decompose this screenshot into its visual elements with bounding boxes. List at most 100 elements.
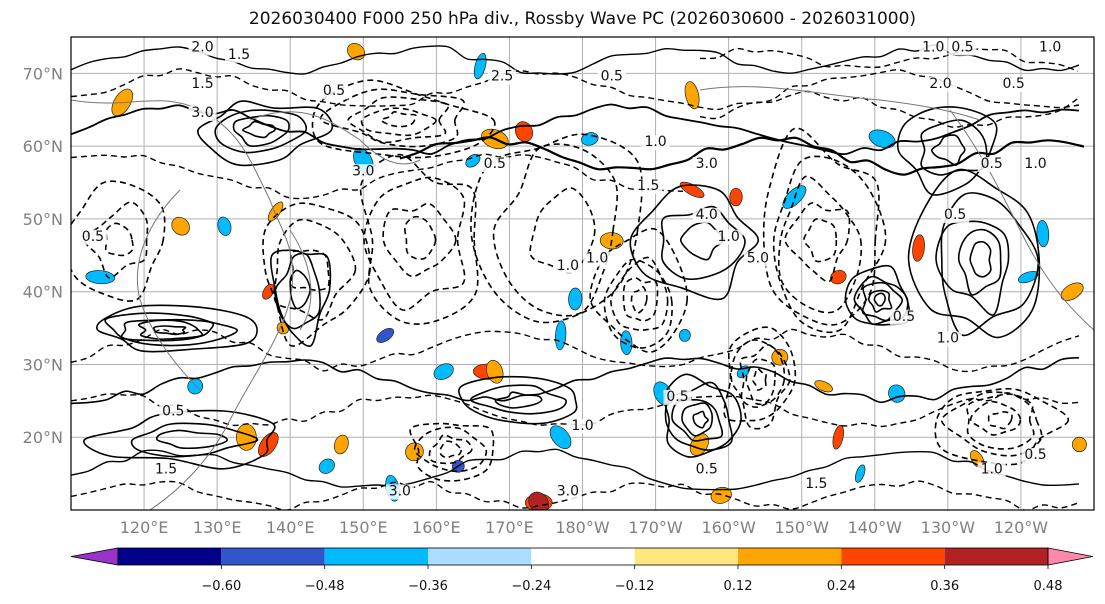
contour-dashed — [71, 328, 1080, 373]
contour-label: 0.5 — [944, 207, 966, 223]
shaded-feature — [187, 378, 204, 395]
contour-dashed — [347, 96, 450, 144]
contour-solid — [969, 240, 992, 278]
contour-solid — [95, 304, 258, 353]
contour-label-bg — [188, 106, 217, 122]
shaded-feature — [868, 129, 896, 149]
colorbar-bin — [531, 548, 635, 565]
contour-solid — [83, 409, 276, 470]
contour-dashed — [71, 153, 684, 200]
contour-label-bg — [480, 156, 509, 172]
contour-solid — [907, 168, 1041, 339]
lat-tick-label: 70°N — [23, 64, 63, 83]
lon-tick-label: 160°W — [701, 518, 756, 537]
contour-dashed — [360, 107, 437, 137]
lon-tick-label: 120°W — [994, 518, 1049, 537]
lon-tick-label: 140°W — [848, 518, 903, 537]
contour-label: 1.5 — [805, 476, 827, 492]
shaded-feature — [912, 234, 925, 262]
coastline-5 — [136, 189, 201, 391]
contour-dashed — [470, 133, 643, 324]
contour-dashed — [966, 393, 1035, 450]
lat-tick-label: 50°N — [23, 210, 63, 229]
contour-dashed — [104, 222, 134, 257]
contour-label-bg — [692, 207, 721, 223]
colorbar-bin — [118, 548, 222, 565]
contour-label: 1.5 — [155, 462, 177, 478]
contour-label-bg — [349, 164, 378, 180]
colorbar-tick-label: −0.60 — [201, 579, 241, 594]
contour-solid — [940, 192, 1039, 337]
shaded-feature — [217, 216, 232, 236]
contour-label: 3.0 — [389, 483, 411, 499]
contour-label: 0.5 — [666, 389, 688, 405]
latitude-tick-labels: 20°N 30°N 40°N 50°N 60°N 70°N — [23, 64, 63, 447]
colorbar-bin — [428, 548, 532, 565]
coastlines — [71, 86, 1094, 510]
contour-label: 0.5 — [1002, 76, 1024, 92]
contour-dashed — [409, 422, 495, 482]
contour-dashed — [71, 180, 166, 302]
contour-solid — [155, 429, 228, 450]
contour-solid — [71, 44, 1080, 75]
contour-dashed — [380, 111, 417, 128]
contour-solid — [873, 292, 887, 307]
contour-label: 4.0 — [696, 207, 718, 223]
contour-label-bg — [926, 76, 955, 92]
contour-label-bg — [320, 84, 349, 100]
contour-dashed — [630, 285, 648, 314]
contour-solid — [935, 220, 1010, 316]
shaded-feature — [85, 270, 116, 285]
contour-label-bg — [933, 331, 962, 347]
contour-label: 3.0 — [557, 483, 579, 499]
shaded-feature — [171, 216, 190, 236]
contour-label: 1.5 — [228, 47, 250, 63]
shaded-feature — [830, 269, 847, 285]
contour-label: 0.5 — [696, 462, 718, 478]
contour-dashed — [492, 143, 618, 317]
contour-label-bg — [634, 178, 663, 194]
colorbar-tick-label: −0.24 — [511, 579, 551, 594]
shaded-feature — [333, 434, 349, 455]
contour-dashed — [699, 47, 1079, 72]
contour-label: 2.5 — [491, 69, 513, 85]
contour-dashed — [439, 440, 462, 459]
map-frame — [70, 36, 1095, 511]
colorbar-bin — [634, 548, 738, 565]
longitude-tick-labels: 120°E 130°E 140°E 150°E 160°E 170°E 180°W 170°W… — [120, 518, 1049, 537]
contour-dashed — [403, 215, 437, 261]
contour-label-bg — [597, 69, 626, 85]
contour-dashed — [622, 277, 659, 322]
contour-solid — [867, 289, 893, 313]
lon-tick-label: 130°W — [921, 518, 976, 537]
contour-label-bg — [919, 40, 948, 56]
contour-label: 0.5 — [82, 229, 104, 245]
colorbar-extend-high — [1047, 547, 1094, 566]
contour-label-bg — [890, 309, 919, 325]
shaded-feature — [678, 329, 691, 342]
contour-label: 1.0 — [981, 462, 1003, 478]
colorbar-tick-label: −0.48 — [305, 579, 345, 594]
contour-solid — [289, 269, 311, 310]
contour-solid — [270, 249, 332, 347]
lat-tick-label: 40°N — [23, 283, 63, 302]
shaded-feature — [318, 458, 335, 474]
lon-tick-label: 170°E — [485, 518, 534, 537]
contour-label: 5.0 — [747, 251, 769, 267]
contour-label: 3.0 — [352, 163, 374, 179]
contour-solid — [104, 312, 238, 347]
contour-label-bg — [1021, 156, 1050, 172]
contour-solid — [920, 119, 988, 176]
coastline-0 — [71, 99, 294, 510]
shaded-feature — [684, 81, 700, 110]
contour-label: 0.5 — [893, 309, 915, 325]
contour-dashed — [745, 358, 776, 406]
contour-dashed — [83, 201, 149, 279]
shaded-feature — [514, 121, 534, 142]
contour-label-bg — [802, 477, 831, 493]
contour-solid — [957, 228, 1002, 296]
shaded-feature — [549, 425, 572, 450]
shaded-feature — [405, 442, 424, 462]
contour-label: 2.0 — [191, 40, 213, 56]
shaded-feature — [376, 327, 395, 343]
